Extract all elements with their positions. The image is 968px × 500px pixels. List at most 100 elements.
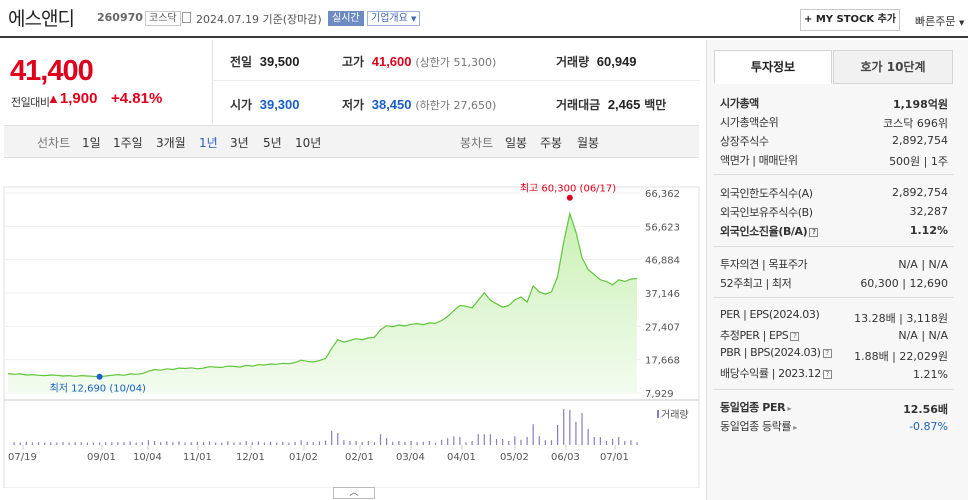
volume-bar bbox=[324, 440, 327, 445]
prev-close-value: 39,500 bbox=[259, 54, 300, 69]
line-chart-label: 선차트 bbox=[37, 136, 71, 150]
candle-monthly[interactable]: 월봉 bbox=[577, 136, 600, 150]
x-tick-label: 10/04 bbox=[133, 452, 162, 463]
volume-bar bbox=[208, 441, 211, 445]
per-eps-value: 13.28배 | 3,118원 bbox=[854, 312, 948, 325]
volume-bar bbox=[31, 442, 34, 445]
volume-bar bbox=[337, 433, 339, 445]
period-5y[interactable]: 5년 bbox=[263, 136, 282, 150]
volume-bar bbox=[318, 441, 321, 445]
volume-bar bbox=[221, 442, 223, 445]
price-change-percent: +4.81% bbox=[111, 90, 163, 107]
volume-bar bbox=[312, 442, 314, 445]
period-1w[interactable]: 1주일 bbox=[113, 136, 143, 150]
foreign-limit-value: 2,892,754 bbox=[892, 186, 948, 199]
volume-bar bbox=[605, 441, 608, 445]
volume-bar bbox=[190, 442, 192, 445]
document-icon bbox=[182, 12, 191, 23]
volume-bar bbox=[282, 441, 284, 445]
volume-bar bbox=[581, 413, 583, 445]
y-tick-label: 17,668 bbox=[645, 356, 680, 367]
volume-bar bbox=[502, 439, 504, 445]
volume-bar bbox=[593, 437, 595, 445]
week52-label: 52주최고 | 최저 bbox=[720, 277, 792, 290]
volume-bar bbox=[245, 441, 247, 445]
divider bbox=[714, 246, 954, 247]
volume-bar bbox=[251, 442, 253, 445]
max-point-marker bbox=[566, 194, 573, 201]
lower-limit: (하한가 27,650) bbox=[415, 99, 497, 112]
tab-investment-info[interactable]: 투자정보 bbox=[714, 50, 832, 84]
volume-bar bbox=[434, 442, 437, 445]
high-label: 고가 bbox=[342, 55, 365, 69]
sector-per-label[interactable]: 동일업종 PER ▸ bbox=[720, 401, 792, 414]
y-tick-label: 37,146 bbox=[645, 289, 680, 300]
volume-bar bbox=[105, 442, 107, 445]
price-chart[interactable]: 66,362 56,623 46,884 37,146 27,407 17,668 7,92… bbox=[0, 160, 700, 488]
collapse-chart-button[interactable]: ︿ bbox=[333, 487, 375, 499]
volume-bar bbox=[147, 440, 150, 445]
volume-bar bbox=[465, 442, 467, 445]
volume-bar bbox=[123, 442, 125, 445]
listed-shares-label: 상장주식수 bbox=[720, 135, 769, 148]
opinion-value: N/A | N/A bbox=[898, 258, 948, 271]
volume-bar bbox=[550, 440, 553, 445]
volume-bar bbox=[19, 442, 21, 445]
volume-bar bbox=[276, 442, 278, 445]
volume: 거래량 60,949 bbox=[556, 53, 637, 70]
volume-bar bbox=[361, 441, 363, 445]
volume-bar bbox=[50, 442, 52, 445]
volume-bar bbox=[404, 441, 406, 445]
divider bbox=[714, 297, 954, 298]
volume-bar bbox=[166, 441, 168, 445]
prev-close-label: 전일 bbox=[230, 55, 253, 69]
tab-orderbook[interactable]: 호가 10단계 bbox=[833, 50, 953, 84]
per-eps-label: PER | EPS(2024.03) bbox=[720, 308, 820, 321]
period-3y[interactable]: 3년 bbox=[230, 136, 249, 150]
sector-rate-label[interactable]: 동일업종 등락률 ▸ bbox=[720, 420, 797, 433]
add-mystock-button[interactable]: + MY STOCK 추가 bbox=[800, 9, 900, 31]
x-tick-label: 07/01 bbox=[600, 452, 629, 463]
volume-bar bbox=[294, 441, 296, 445]
candle-weekly[interactable]: 주봉 bbox=[540, 136, 563, 150]
x-tick-label: 04/01 bbox=[447, 452, 476, 463]
help-icon[interactable]: ? bbox=[790, 332, 800, 341]
volume-bar bbox=[80, 442, 82, 445]
volume-bar bbox=[618, 437, 620, 445]
candle-chart-label: 봉차트 bbox=[460, 136, 494, 150]
volume-legend-label: 거래량 bbox=[661, 409, 689, 421]
face-value-label: 액면가 | 매매단위 bbox=[720, 154, 798, 167]
volume-bar bbox=[306, 441, 308, 445]
x-tick-label: 07/19 bbox=[8, 452, 37, 463]
candle-daily[interactable]: 일봉 bbox=[505, 136, 528, 150]
period-1y[interactable]: 1년 bbox=[199, 136, 218, 150]
pbr-bps-label: PBR | BPS(2024.03)? bbox=[720, 346, 832, 359]
volume-bar bbox=[160, 442, 162, 445]
quick-order-button[interactable]: 빠른주문 ▼ bbox=[915, 15, 965, 28]
period-1d[interactable]: 1일 bbox=[82, 136, 101, 150]
volume-bar bbox=[44, 442, 46, 445]
listed-shares-value: 2,892,754 bbox=[892, 134, 948, 147]
volume-bar bbox=[483, 434, 485, 445]
help-icon[interactable]: ? bbox=[809, 228, 819, 237]
volume-bar bbox=[398, 441, 400, 445]
volume-bar bbox=[111, 442, 113, 445]
volume-bar bbox=[202, 442, 205, 445]
realtime-button[interactable]: 실시간 bbox=[328, 11, 364, 26]
help-icon[interactable]: ? bbox=[822, 370, 832, 379]
company-overview-dropdown[interactable]: 기업개요 ▼ bbox=[367, 11, 421, 26]
price-line bbox=[7, 211, 638, 378]
x-tick-label: 01/02 bbox=[289, 452, 318, 463]
volume-bar bbox=[196, 441, 198, 445]
volume-bar bbox=[56, 442, 58, 445]
volume-bar bbox=[68, 442, 70, 445]
volume-bar bbox=[557, 425, 559, 445]
volume-bar bbox=[624, 441, 626, 445]
volume-bar bbox=[355, 441, 357, 445]
dividend-value: 1.21% bbox=[913, 368, 948, 381]
period-10y[interactable]: 10년 bbox=[295, 136, 322, 150]
period-3m[interactable]: 3개월 bbox=[156, 136, 186, 150]
min-point-marker bbox=[96, 373, 103, 380]
volume-bar bbox=[153, 441, 156, 445]
help-icon[interactable]: ? bbox=[822, 349, 832, 358]
